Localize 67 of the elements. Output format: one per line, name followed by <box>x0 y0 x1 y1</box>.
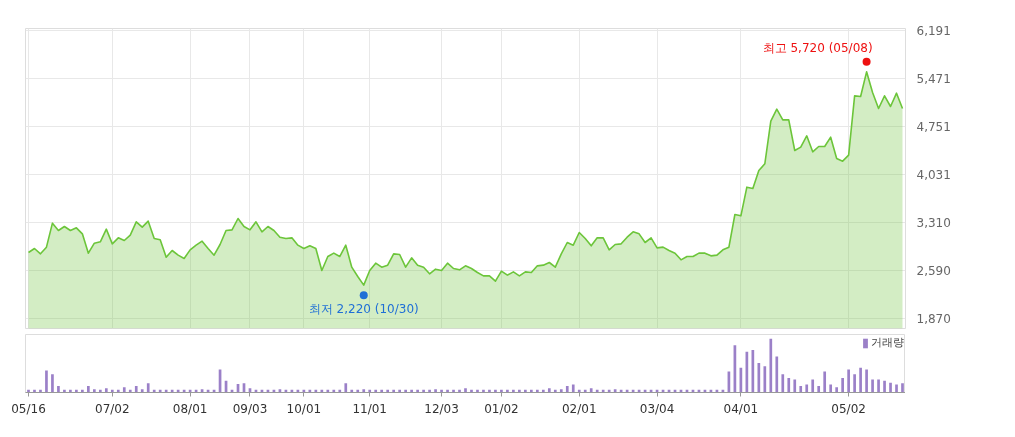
bar <box>45 370 48 393</box>
y-tick-label: 5,471 <box>916 71 951 86</box>
bar <box>134 386 138 393</box>
x-tick-label: 07/02 <box>95 401 130 416</box>
bar <box>362 389 366 393</box>
bar <box>865 369 868 393</box>
x-tick-label: 12/03 <box>424 401 459 416</box>
x-tick-label: 04/01 <box>723 401 759 416</box>
x-tick-label: 05/16 <box>11 401 46 416</box>
bar <box>613 389 617 393</box>
bar <box>877 379 880 393</box>
bar <box>889 382 892 393</box>
bar <box>140 389 144 393</box>
bar <box>793 379 797 393</box>
legend-label: 거래량 <box>871 335 904 350</box>
bar <box>859 367 862 393</box>
x-tick-label: 05/02 <box>831 401 866 416</box>
annotation: 최저 2,220 (10/30) <box>308 302 419 317</box>
x-tick-label: 08/01 <box>172 401 208 416</box>
y-tick-label: 4,751 <box>916 119 951 134</box>
bar <box>829 384 833 393</box>
bar <box>464 388 467 393</box>
y-tick-label: 1,870 <box>916 312 951 326</box>
bar <box>787 378 791 393</box>
bar <box>51 374 54 393</box>
bar <box>565 386 569 393</box>
bar <box>805 384 809 393</box>
x-tick-label: 09/03 <box>232 401 268 416</box>
bar <box>589 388 593 393</box>
y-tick-label: 2,590 <box>916 264 951 278</box>
bar <box>775 356 779 393</box>
y-tick-label: 6,191 <box>916 23 951 38</box>
bar <box>122 387 126 393</box>
bar <box>571 384 575 393</box>
bar <box>853 374 856 393</box>
bar <box>847 369 850 393</box>
annotation: 최고 5,720 (05/08) <box>762 40 873 55</box>
bar <box>559 389 563 393</box>
x-tick-label: 02/01 <box>561 401 597 416</box>
bar <box>811 379 815 393</box>
bar <box>823 371 827 393</box>
y-tick-label: 3,310 <box>916 216 951 230</box>
bar <box>104 388 108 393</box>
bar <box>93 389 96 393</box>
x-tick-label: 01/02 <box>484 401 519 416</box>
bar <box>883 380 886 393</box>
bar <box>87 386 90 393</box>
bar <box>871 379 874 393</box>
bar <box>841 378 844 393</box>
bar <box>757 362 761 393</box>
bar <box>901 383 904 393</box>
bar <box>799 386 803 393</box>
bar <box>781 374 785 393</box>
x-tick-label: 03/04 <box>639 401 675 416</box>
bar <box>763 366 767 393</box>
bar <box>146 383 150 393</box>
bar <box>895 384 898 393</box>
bar <box>769 338 773 393</box>
x-tick-label: 10/01 <box>286 401 322 416</box>
bar <box>57 386 60 393</box>
bar <box>547 388 551 393</box>
bar <box>344 383 348 393</box>
y-tick-label: 4,031 <box>916 167 951 182</box>
bar <box>434 389 437 393</box>
bar <box>817 386 821 393</box>
x-tick-label: 11/01 <box>352 401 388 416</box>
bar <box>835 387 838 393</box>
